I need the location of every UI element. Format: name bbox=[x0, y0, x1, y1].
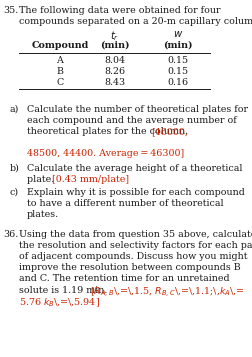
Text: compounds separated on a 20-m capillary column: compounds separated on a 20-m capillary … bbox=[19, 17, 252, 26]
Text: 5.76 $k_B$\,=\,5.94]: 5.76 $k_B$\,=\,5.94] bbox=[19, 297, 100, 309]
Text: Using the data from question 35 above, calculate: Using the data from question 35 above, c… bbox=[19, 230, 252, 238]
Text: (min): (min) bbox=[163, 41, 192, 50]
Text: 8.04: 8.04 bbox=[104, 56, 125, 65]
Text: b): b) bbox=[10, 164, 20, 172]
Text: $w$: $w$ bbox=[172, 29, 182, 39]
Text: 8.26: 8.26 bbox=[104, 67, 125, 76]
Text: 36.: 36. bbox=[3, 230, 18, 238]
Text: 0.16: 0.16 bbox=[167, 78, 188, 87]
Text: [$R_{A,B}$\,=\,1.5, $R_{B,C}$\,=\,1.1;\,$k_A$\,=: [$R_{A,B}$\,=\,1.5, $R_{B,C}$\,=\,1.1;\,… bbox=[90, 286, 243, 300]
Text: Explain why it is possible for each compound: Explain why it is possible for each comp… bbox=[27, 188, 244, 197]
Text: The following data were obtained for four: The following data were obtained for fou… bbox=[19, 6, 220, 15]
Text: [0.43 mm/plate]: [0.43 mm/plate] bbox=[52, 175, 129, 184]
Text: 0.15: 0.15 bbox=[167, 56, 188, 65]
Text: $t_r$: $t_r$ bbox=[110, 29, 119, 43]
Text: each compound and the average number of: each compound and the average number of bbox=[27, 116, 236, 125]
Text: theoretical plates for the column.: theoretical plates for the column. bbox=[27, 127, 190, 136]
Text: C: C bbox=[56, 78, 63, 87]
Text: Compound: Compound bbox=[31, 41, 88, 50]
Text: Calculate the number of theoretical plates for: Calculate the number of theoretical plat… bbox=[27, 105, 247, 114]
Text: the resolution and selectivity factors for each pair: the resolution and selectivity factors f… bbox=[19, 241, 252, 250]
Text: a): a) bbox=[10, 105, 19, 114]
Text: improve the resolution between compounds B: improve the resolution between compounds… bbox=[19, 263, 240, 272]
Text: [46000,: [46000, bbox=[151, 127, 187, 136]
Text: plates.: plates. bbox=[27, 210, 59, 220]
Text: (min): (min) bbox=[100, 41, 129, 50]
Text: plate.: plate. bbox=[27, 175, 57, 184]
Text: 35.: 35. bbox=[3, 6, 18, 15]
Text: [46000,: [46000, bbox=[0, 356, 1, 357]
Text: Calculate the average height of a theoretical: Calculate the average height of a theore… bbox=[27, 164, 241, 172]
Text: to have a different number of theoretical: to have a different number of theoretica… bbox=[27, 199, 223, 208]
Text: and C. The retention time for an unretained: and C. The retention time for an unretai… bbox=[19, 275, 229, 283]
Text: 0.15: 0.15 bbox=[167, 67, 188, 76]
Text: 8.43: 8.43 bbox=[104, 78, 125, 87]
Text: solute is 1.19 min.: solute is 1.19 min. bbox=[19, 286, 110, 295]
Text: c): c) bbox=[10, 188, 19, 197]
Text: 48500, 44400. Average = 46300]: 48500, 44400. Average = 46300] bbox=[27, 149, 183, 159]
Text: A: A bbox=[56, 56, 63, 65]
Text: of adjacent compounds. Discuss how you might: of adjacent compounds. Discuss how you m… bbox=[19, 252, 246, 261]
Text: B: B bbox=[56, 67, 63, 76]
